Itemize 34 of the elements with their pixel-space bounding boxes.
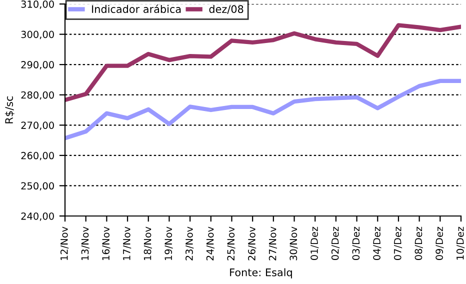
x-tick-label: 18/Nov bbox=[144, 226, 152, 260]
x-tick-label: 02/Dez bbox=[331, 226, 340, 260]
x-tick-label: 26/Nov bbox=[248, 226, 256, 260]
y-axis-title: R$/sc bbox=[4, 96, 14, 124]
x-tick-label: 16/Nov bbox=[102, 226, 110, 260]
legend-label: Indicador arábica bbox=[92, 4, 181, 14]
x-tick-label: 01/Dez bbox=[310, 226, 319, 260]
x-tick-label: 17/Nov bbox=[123, 226, 132, 260]
y-tick-label: 290,00 bbox=[21, 61, 54, 70]
x-tick-label: 08/Dez bbox=[414, 226, 423, 260]
x-tick-label: 04/Dez bbox=[373, 226, 382, 260]
y-tick-label: 310,00 bbox=[21, 0, 54, 9]
y-tick-label: 250,00 bbox=[21, 182, 54, 191]
source-note: Fonte: Esalq bbox=[230, 268, 292, 278]
x-tick-label: 24/Nov bbox=[206, 226, 214, 260]
x-tick-label: 25/Nov bbox=[227, 226, 236, 260]
x-tick-label: 30/Nov bbox=[290, 226, 298, 260]
x-tick-label: 19/Nov bbox=[164, 226, 173, 260]
x-tick-label: 07/Dez bbox=[394, 226, 402, 260]
x-tick-label: 13/Nov bbox=[81, 226, 90, 260]
y-tick-label: 260,00 bbox=[21, 152, 54, 160]
x-tick-label: 09/Dez bbox=[436, 226, 444, 260]
x-tick-label: 23/Nov bbox=[186, 226, 194, 260]
y-tick-label: 280,00 bbox=[21, 91, 54, 100]
y-tick-label: 300,00 bbox=[21, 30, 54, 40]
x-tick-label: 27/Nov bbox=[268, 226, 278, 260]
x-tick-label: 10/Dez bbox=[456, 226, 465, 260]
y-tick-label: 270,00 bbox=[21, 122, 54, 130]
line-series bbox=[65, 78, 461, 140]
y-tick-label: 240,00 bbox=[21, 212, 54, 221]
x-tick-label: 03/Dez bbox=[352, 226, 360, 260]
line-series bbox=[65, 23, 461, 102]
x-tick-label: 12/Nov bbox=[60, 226, 69, 260]
legend-label: dez/08 bbox=[209, 4, 244, 14]
